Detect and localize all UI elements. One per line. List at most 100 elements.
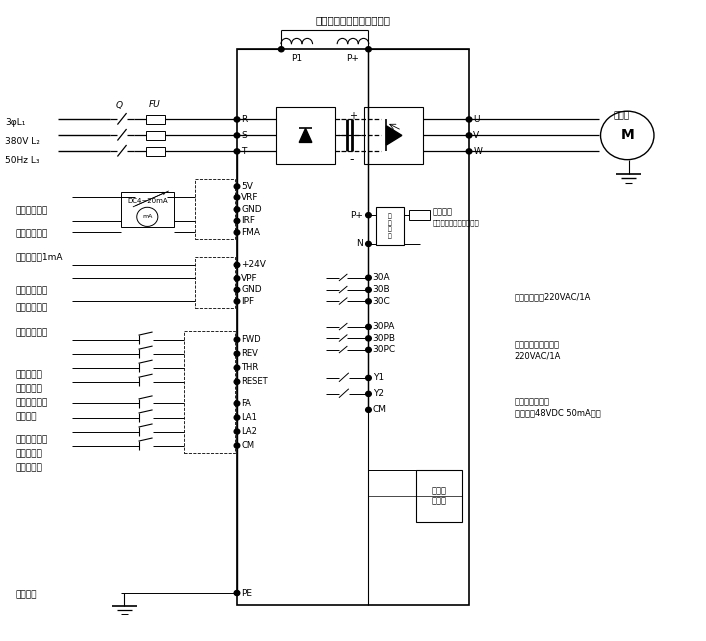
Text: 改善功率因数的直流电抗器: 改善功率因数的直流电抗器 bbox=[316, 15, 390, 26]
Text: 频率电流控制: 频率电流控制 bbox=[16, 229, 48, 238]
Circle shape bbox=[366, 407, 371, 412]
Text: 电压反馈信号: 电压反馈信号 bbox=[16, 303, 48, 312]
Bar bbox=[195, 257, 235, 308]
Text: 集中报警输出220VAC/1A: 集中报警输出220VAC/1A bbox=[515, 292, 591, 301]
Text: THR: THR bbox=[241, 363, 258, 372]
Circle shape bbox=[366, 213, 371, 218]
Text: 消防运转信号: 消防运转信号 bbox=[16, 435, 48, 444]
Circle shape bbox=[137, 207, 158, 226]
Bar bbox=[135, 192, 167, 203]
Circle shape bbox=[366, 347, 371, 353]
Bar bbox=[145, 147, 164, 156]
Text: IRF: IRF bbox=[241, 217, 255, 226]
Circle shape bbox=[234, 415, 240, 420]
Bar bbox=[275, 106, 335, 164]
Text: 5V: 5V bbox=[241, 182, 253, 191]
Text: 压力上下限报警信号: 压力上下限报警信号 bbox=[515, 340, 560, 349]
Text: VRF: VRF bbox=[241, 193, 258, 202]
Text: 30PA: 30PA bbox=[373, 322, 395, 331]
Text: 制动电阻: 制动电阻 bbox=[433, 208, 453, 217]
Text: -: - bbox=[349, 153, 354, 166]
Text: P+: P+ bbox=[347, 54, 359, 63]
Text: 传感器用电源: 传感器用电源 bbox=[16, 287, 48, 296]
Text: 电动机正转: 电动机正转 bbox=[16, 370, 42, 379]
Circle shape bbox=[601, 111, 654, 160]
Text: R: R bbox=[241, 115, 247, 124]
Bar bbox=[376, 207, 404, 246]
Circle shape bbox=[234, 443, 240, 448]
Circle shape bbox=[366, 275, 371, 280]
Text: DC4~20mA: DC4~20mA bbox=[127, 199, 167, 204]
Bar bbox=[409, 210, 431, 221]
Text: LA1: LA1 bbox=[241, 413, 257, 422]
Circle shape bbox=[234, 230, 240, 235]
Text: 50Hz L₃: 50Hz L₃ bbox=[5, 156, 40, 165]
Text: 30PC: 30PC bbox=[373, 345, 396, 354]
Circle shape bbox=[366, 47, 371, 52]
Text: +: + bbox=[349, 112, 357, 121]
Text: 接地端子: 接地端子 bbox=[16, 590, 37, 599]
Circle shape bbox=[466, 133, 472, 138]
Text: RESET: RESET bbox=[241, 378, 268, 387]
Circle shape bbox=[466, 149, 472, 154]
Circle shape bbox=[466, 117, 472, 122]
Text: 继电器
扩展板: 继电器 扩展板 bbox=[431, 487, 447, 506]
Text: +24V: +24V bbox=[241, 260, 266, 269]
Text: W: W bbox=[473, 147, 482, 156]
Circle shape bbox=[234, 337, 240, 342]
Circle shape bbox=[234, 184, 240, 189]
Text: GND: GND bbox=[241, 285, 262, 294]
Bar bbox=[364, 106, 424, 164]
Circle shape bbox=[366, 242, 371, 247]
Text: GND: GND bbox=[241, 205, 262, 214]
Circle shape bbox=[366, 376, 371, 381]
Circle shape bbox=[366, 287, 371, 292]
Text: 30C: 30C bbox=[373, 297, 390, 306]
Text: VPF: VPF bbox=[241, 274, 258, 283]
Text: V: V bbox=[473, 131, 479, 140]
Text: 允许负载48VDC 50mA以下: 允许负载48VDC 50mA以下 bbox=[515, 408, 601, 417]
Text: 低水位信号: 低水位信号 bbox=[16, 463, 42, 472]
Polygon shape bbox=[386, 126, 402, 145]
Text: CM: CM bbox=[241, 441, 254, 450]
Circle shape bbox=[234, 133, 240, 138]
Circle shape bbox=[234, 351, 240, 356]
Text: 电动机反转: 电动机反转 bbox=[16, 385, 42, 394]
Circle shape bbox=[234, 195, 240, 200]
Text: PE: PE bbox=[241, 588, 252, 597]
Text: S: S bbox=[241, 131, 247, 140]
Text: REV: REV bbox=[241, 349, 258, 358]
Circle shape bbox=[234, 365, 240, 370]
Circle shape bbox=[278, 47, 284, 52]
Bar bbox=[417, 470, 462, 522]
Text: FA: FA bbox=[241, 399, 251, 408]
Text: 外部报警信号: 外部报警信号 bbox=[16, 398, 48, 407]
Circle shape bbox=[234, 401, 240, 406]
Text: mA: mA bbox=[142, 214, 152, 219]
Text: CM: CM bbox=[373, 405, 387, 414]
Bar bbox=[237, 49, 469, 604]
Text: U: U bbox=[473, 115, 480, 124]
Text: N: N bbox=[356, 239, 363, 249]
Circle shape bbox=[366, 392, 371, 396]
Bar bbox=[145, 131, 164, 140]
Text: 3φL₁: 3φL₁ bbox=[5, 118, 25, 127]
Text: 380V L₂: 380V L₂ bbox=[5, 137, 40, 146]
Text: T: T bbox=[241, 147, 246, 156]
Circle shape bbox=[234, 379, 240, 385]
Text: P1: P1 bbox=[291, 54, 302, 63]
Circle shape bbox=[234, 287, 240, 292]
Text: 电动机: 电动机 bbox=[614, 112, 629, 121]
Text: M: M bbox=[621, 128, 634, 142]
Circle shape bbox=[234, 590, 240, 595]
Bar bbox=[195, 179, 235, 239]
Text: Y2: Y2 bbox=[373, 389, 383, 399]
Text: IPF: IPF bbox=[241, 297, 254, 306]
Polygon shape bbox=[299, 128, 312, 142]
Text: 高水位信号: 高水位信号 bbox=[16, 449, 42, 458]
Circle shape bbox=[234, 262, 240, 267]
Circle shape bbox=[234, 429, 240, 434]
Text: FMA: FMA bbox=[241, 228, 261, 237]
Text: 频率电压控制: 频率电压控制 bbox=[16, 206, 48, 215]
Text: （根据变频器容量选用）: （根据变频器容量选用） bbox=[433, 220, 479, 226]
